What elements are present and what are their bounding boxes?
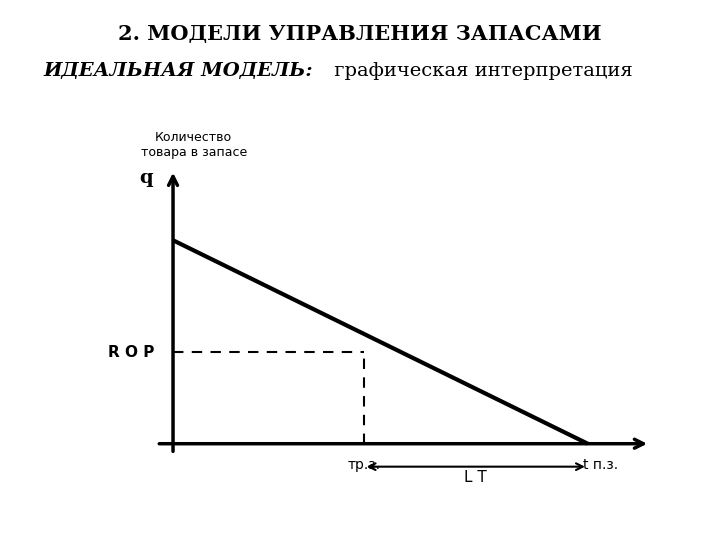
Text: тр.з.: тр.з. [347,458,380,472]
Text: t п.з.: t п.з. [582,458,618,472]
Text: графическая интерпретация: графическая интерпретация [328,62,632,80]
Text: R O P: R O P [109,345,155,360]
Text: L T: L T [464,470,487,485]
Text: q: q [139,168,153,187]
Text: ИДЕАЛЬНАЯ МОДЕЛЬ:: ИДЕАЛЬНАЯ МОДЕЛЬ: [43,62,312,80]
Text: Количество
товара в запасе: Количество товара в запасе [140,131,247,159]
Text: 2. МОДЕЛИ УПРАВЛЕНИЯ ЗАПАСАМИ: 2. МОДЕЛИ УПРАВЛЕНИЯ ЗАПАСАМИ [118,24,602,44]
